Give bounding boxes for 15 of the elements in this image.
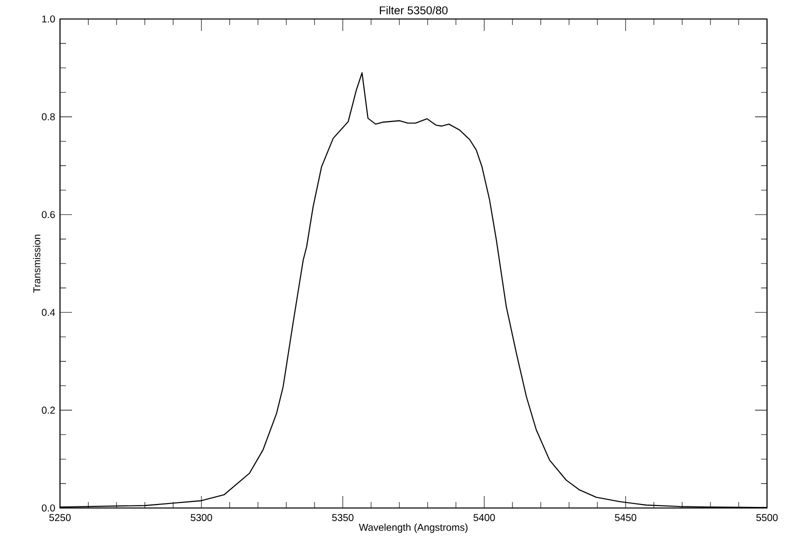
x-tick-label: 5500 <box>756 514 778 522</box>
x-axis-title: Wavelength (Angstroms) <box>358 524 468 533</box>
x-tick-label: 5450 <box>614 514 636 522</box>
y-axis-title: Transmission <box>33 234 40 293</box>
x-tick-label: 5250 <box>49 514 71 522</box>
y-tick-label: 0.4 <box>42 308 56 316</box>
y-tick-label: 0.2 <box>42 406 55 414</box>
x-tick-label: 5400 <box>474 514 495 522</box>
y-tick-label: 1.0 <box>42 15 55 23</box>
y-tick-label: 0.6 <box>42 211 55 218</box>
y-tick-label: 0.0 <box>42 504 55 512</box>
x-tick-label: 5350 <box>332 514 354 522</box>
y-tick-label: 0.8 <box>42 113 55 120</box>
chart-title: Filter 5350/80 <box>380 6 448 14</box>
x-tick-label: 5300 <box>190 514 212 522</box>
